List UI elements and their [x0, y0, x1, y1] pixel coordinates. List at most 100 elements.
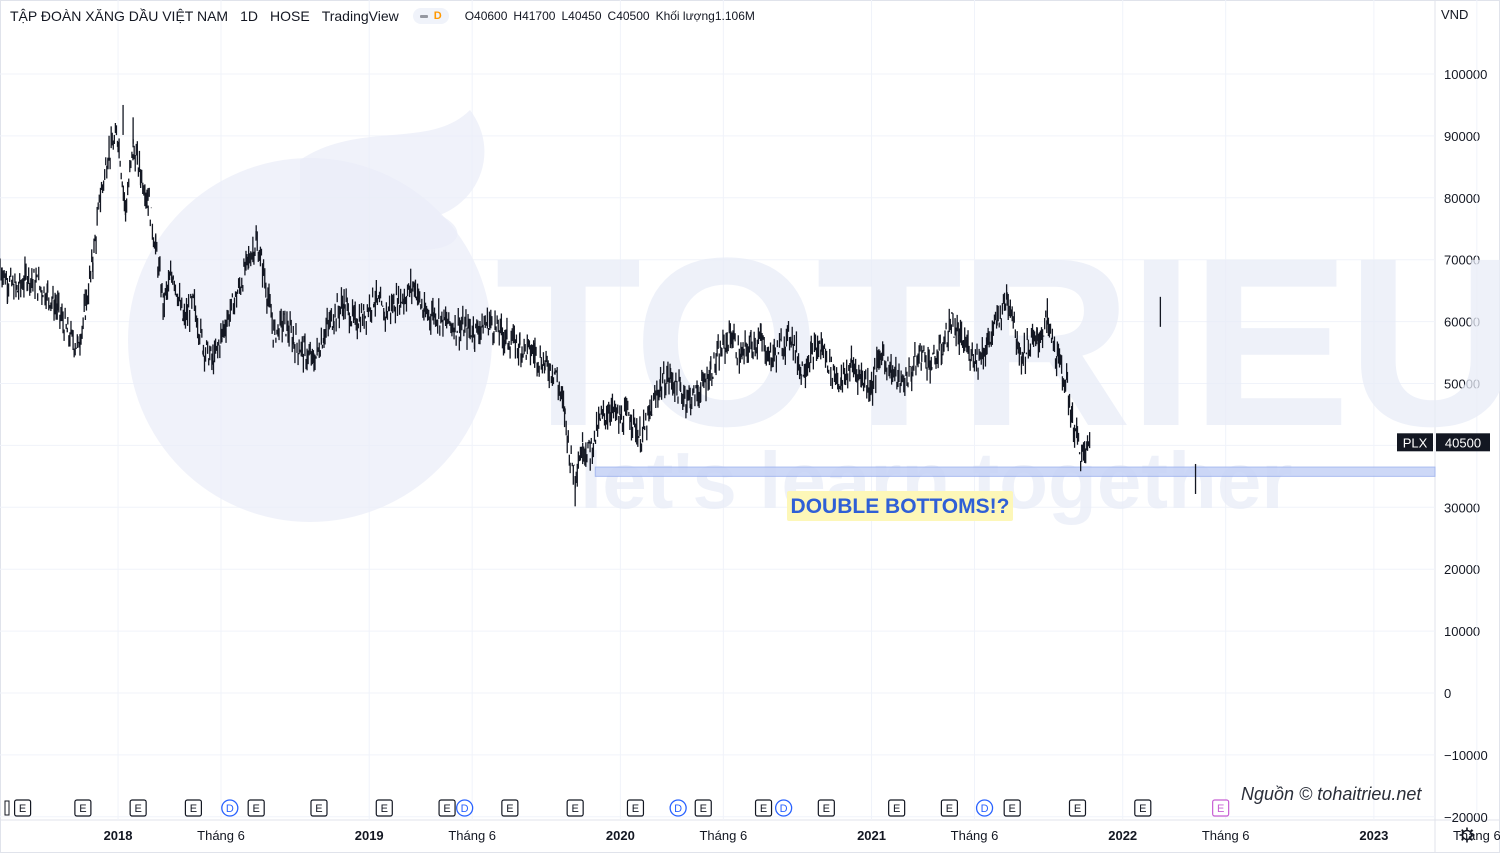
earnings-marker-label: E — [1074, 803, 1081, 815]
y-tick-label: 60000 — [1444, 315, 1480, 330]
earnings-marker[interactable] — [754, 799, 773, 817]
earnings-marker-label: E — [946, 803, 953, 815]
y-tick-label: 10000 — [1444, 624, 1480, 639]
x-tick-label: Tháng 6 — [448, 828, 496, 843]
earnings-marker[interactable] — [184, 799, 202, 817]
x-tick-label: Tháng 6 — [1202, 828, 1250, 843]
source-note: Nguồn © tohaitrieu.net — [1241, 784, 1422, 804]
earnings-marker-label: E — [381, 803, 388, 815]
high-label: H — [513, 9, 523, 23]
gear-tooth — [1461, 837, 1465, 841]
dividend-marker[interactable] — [456, 799, 474, 817]
earnings-marker-label: E — [893, 803, 900, 815]
earnings-marker-label: E — [19, 803, 26, 815]
collapse-icon — [419, 14, 428, 18]
low-label: L — [561, 9, 569, 23]
earnings-marker[interactable] — [501, 799, 519, 817]
y-tick-label: 50000 — [1444, 377, 1480, 392]
earnings-marker[interactable] — [888, 799, 906, 817]
x-tick-label: Tháng 6 — [951, 828, 999, 843]
settings-gear-icon[interactable] — [1461, 829, 1473, 841]
earnings-marker[interactable] — [375, 799, 393, 817]
chart-title[interactable]: TẬP ĐOÀN XĂNG DẦU VIỆT NAM — [10, 8, 229, 24]
dividend-marker[interactable] — [669, 799, 687, 817]
event-marker-partial[interactable] — [4, 800, 10, 816]
earnings-marker[interactable] — [940, 799, 958, 817]
earnings-marker-label: E — [443, 803, 450, 815]
y-tick-label: 90000 — [1444, 129, 1480, 144]
gear-tooth — [1469, 829, 1473, 833]
watermark-flame-icon — [300, 110, 485, 250]
annotation-label[interactable]: DOUBLE BOTTOMS!? — [791, 495, 1010, 518]
earnings-marker-label: E — [571, 803, 578, 815]
earnings-marker[interactable] — [626, 799, 645, 817]
close-value: 40500 — [616, 9, 650, 23]
x-tick-label: 2018 — [104, 828, 133, 843]
earnings-marker[interactable] — [1134, 799, 1152, 817]
symbol-tag-label: PLX — [1403, 435, 1428, 450]
earnings-marker-label: E — [134, 803, 141, 815]
dividend-marker[interactable] — [975, 799, 994, 817]
earnings-marker-label: E — [1139, 803, 1146, 815]
x-tick-label: 2023 — [1359, 828, 1388, 843]
interval-label[interactable]: 1D — [240, 8, 258, 24]
x-tick-label: Tháng 6 — [699, 828, 747, 843]
support-zone[interactable] — [594, 466, 1436, 477]
close-label: C — [607, 9, 617, 23]
earnings-marker-label: E — [760, 803, 767, 815]
dividend-marker-label: D — [461, 803, 469, 815]
earnings-marker[interactable] — [74, 799, 92, 817]
x-tick-label: Tháng 6 — [197, 828, 245, 843]
y-tick-label: −20000 — [1444, 810, 1488, 825]
data-source-label: TradingView — [321, 8, 399, 24]
x-tick-label: 2020 — [606, 828, 635, 843]
low-value: 40450 — [568, 9, 602, 23]
exchange-label: HOSE — [270, 8, 310, 24]
earnings-marker[interactable] — [566, 799, 584, 817]
volume-value: 1.106M — [714, 9, 755, 23]
earnings-marker-label: E — [700, 803, 707, 815]
earnings-marker[interactable] — [1003, 799, 1021, 817]
earnings-marker-label: E — [315, 803, 322, 815]
earnings-marker[interactable] — [14, 799, 32, 817]
earnings-marker-label: E — [253, 803, 260, 815]
market-status-pill[interactable]: D — [412, 8, 449, 24]
earnings-marker-label: E — [823, 803, 830, 815]
y-tick-label: 100000 — [1444, 67, 1487, 82]
earnings-marker-label: E — [1217, 803, 1224, 815]
earnings-marker-label: E — [190, 803, 197, 815]
y-tick-label: −10000 — [1444, 748, 1488, 763]
earnings-marker[interactable] — [817, 799, 835, 817]
symbol-tag[interactable] — [1397, 433, 1433, 452]
dividend-marker-label: D — [674, 803, 682, 815]
y-tick-label: 80000 — [1444, 191, 1480, 206]
volume-label: Khối lượng — [655, 9, 715, 23]
dividend-marker[interactable] — [221, 799, 239, 817]
earnings-marker-label: E — [79, 803, 86, 815]
earnings-marker-label: E — [632, 803, 639, 815]
gear-tooth — [1461, 829, 1465, 833]
open-value: 40600 — [474, 9, 508, 23]
earnings-marker[interactable] — [1068, 799, 1087, 817]
open-label: O — [464, 9, 475, 23]
dividend-marker-label: D — [226, 803, 234, 815]
gear-tooth — [1469, 837, 1473, 841]
x-tick-label: 2019 — [355, 828, 384, 843]
currency-label[interactable]: VND — [1441, 7, 1469, 22]
y-tick-label: 0 — [1444, 686, 1451, 701]
y-tick-label: 20000 — [1444, 562, 1480, 577]
earnings-marker[interactable] — [438, 799, 456, 817]
dividend-marker-label: D — [981, 803, 989, 815]
last-price-tag[interactable] — [1436, 433, 1490, 452]
earnings-marker[interactable] — [129, 799, 147, 817]
earnings-marker[interactable] — [247, 799, 265, 817]
y-tick-label: 70000 — [1444, 253, 1480, 268]
earnings-marker[interactable] — [1212, 799, 1230, 817]
dividend-marker[interactable] — [774, 799, 793, 817]
earnings-marker[interactable] — [310, 799, 328, 817]
earnings-marker-label: E — [506, 803, 513, 815]
chart-header: TẬP ĐOÀN XĂNG DẦU VIỆT NAM 1D HOSE Tradi… — [10, 6, 755, 26]
earnings-marker[interactable] — [694, 799, 712, 817]
